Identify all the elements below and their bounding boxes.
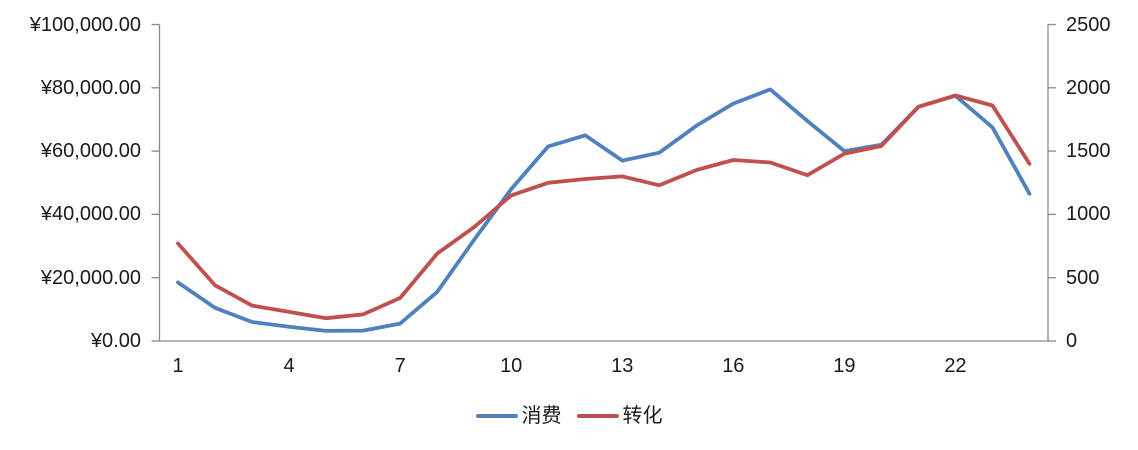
left-axis-tick-label: ¥20,000.00 — [40, 266, 141, 289]
x-axis-tick-label: 1 — [172, 355, 184, 377]
legend-swatch-consumption — [475, 414, 518, 418]
x-axis-tick-label: 22 — [944, 355, 967, 377]
legend-label-conversion: 转化 — [622, 405, 663, 427]
left-axis-tick-label: ¥0.00 — [90, 330, 141, 352]
right-axis-tick-label: 2500 — [1066, 13, 1111, 36]
right-axis-tick-label: 0 — [1066, 330, 1078, 352]
left-axis-labels: ¥100,000.00 ¥80,000.00 ¥60,000.00 ¥40,000.0… — [0, 0, 141, 450]
legend: 消费 转化 — [0, 405, 1138, 427]
right-axis-tick-label: 1500 — [1066, 140, 1111, 163]
right-axis-tick-label: 2000 — [1066, 76, 1111, 99]
legend-swatch-conversion — [576, 414, 619, 418]
right-axis-labels: 2500 2000 1500 1000 500 0 — [1066, 0, 1138, 450]
left-axis-tick-label: ¥60,000.00 — [40, 140, 141, 163]
x-axis-tick-label: 19 — [833, 355, 856, 377]
x-axis-tick-label: 7 — [394, 355, 406, 377]
x-axis-tick-label: 4 — [283, 355, 295, 377]
legend-label-consumption: 消费 — [521, 405, 562, 427]
series-line-conversion — [176, 93, 1032, 321]
legend-item-conversion: 转化 — [576, 405, 663, 427]
left-axis-tick-label: ¥100,000.00 — [29, 13, 141, 36]
left-axis-tick-label: ¥80,000.00 — [40, 76, 141, 99]
right-axis-tick-label: 500 — [1066, 266, 1100, 289]
left-axis-tick-label: ¥40,000.00 — [40, 203, 141, 226]
right-axis-tick-label: 1000 — [1066, 203, 1111, 226]
legend-item-consumption: 消费 — [475, 405, 562, 427]
x-axis-tick-label: 13 — [611, 355, 634, 377]
x-axis-tick-label: 16 — [722, 355, 745, 377]
x-axis-tick-label: 10 — [500, 355, 523, 377]
